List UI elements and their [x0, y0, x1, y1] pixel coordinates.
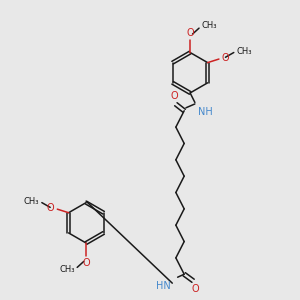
Text: O: O	[191, 284, 199, 294]
Text: CH₃: CH₃	[201, 21, 217, 30]
Text: O: O	[170, 91, 178, 101]
Text: NH: NH	[198, 107, 213, 117]
Text: CH₃: CH₃	[236, 47, 252, 56]
Text: O: O	[82, 258, 90, 268]
Text: O: O	[186, 28, 194, 38]
Text: O: O	[46, 203, 54, 213]
Text: HN: HN	[156, 281, 171, 291]
Text: O: O	[222, 53, 230, 63]
Text: CH₃: CH₃	[24, 197, 40, 206]
Text: CH₃: CH₃	[59, 265, 75, 274]
